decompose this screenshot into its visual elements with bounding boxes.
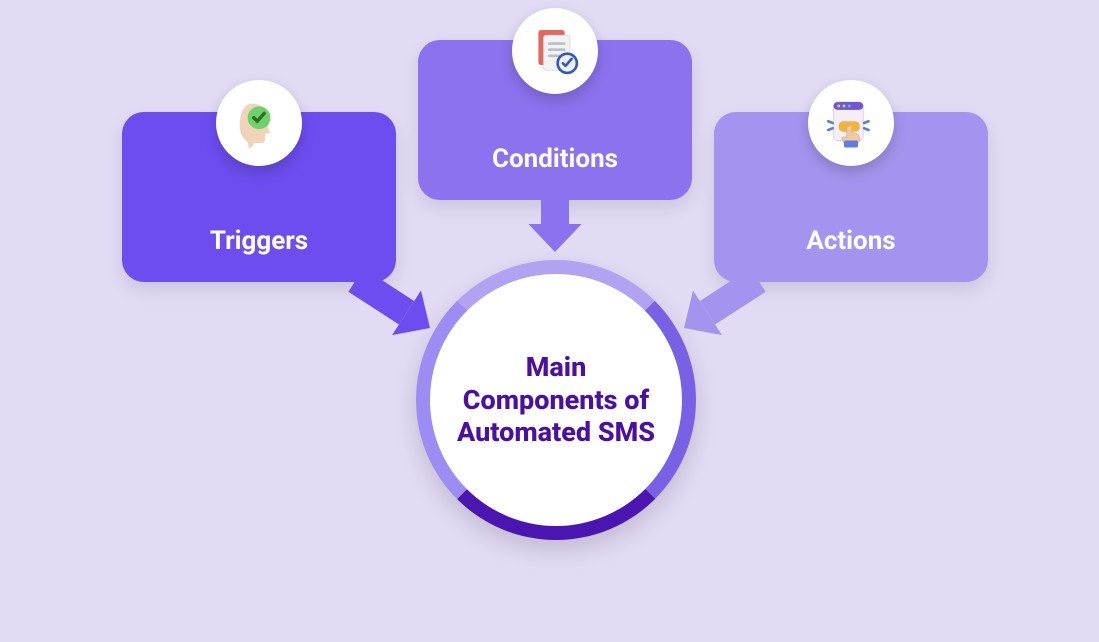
arrow xyxy=(525,168,585,282)
card-actions-label: Actions xyxy=(806,228,895,254)
diagram-stage: Main Components of Automated SMS Trigger… xyxy=(0,0,1099,642)
document-check-icon-circle xyxy=(512,8,598,94)
head-check-icon-circle xyxy=(216,80,302,166)
card-triggers-label: Triggers xyxy=(210,228,308,254)
arrow xyxy=(654,250,788,358)
arrow xyxy=(326,250,460,358)
tap-button-icon xyxy=(823,95,879,151)
tap-button-icon-circle xyxy=(808,80,894,166)
document-check-icon xyxy=(527,23,583,79)
head-check-icon xyxy=(231,95,287,151)
center-title: Main Components of Automated SMS xyxy=(450,351,662,450)
center-face: Main Components of Automated SMS xyxy=(430,274,682,526)
